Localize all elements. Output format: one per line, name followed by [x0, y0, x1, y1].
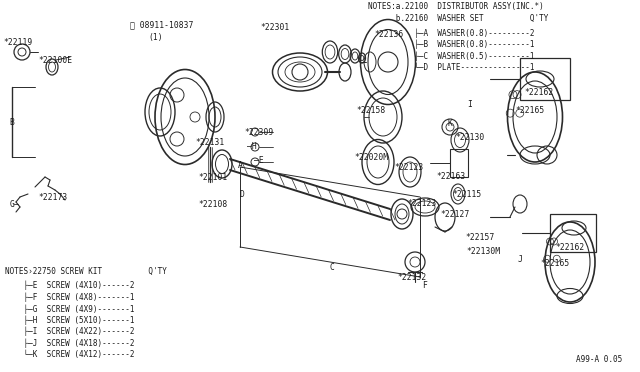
- Text: *22309: *22309: [244, 128, 273, 137]
- Text: *22165: *22165: [515, 106, 544, 115]
- Text: Ⓝ 08911-10837: Ⓝ 08911-10837: [130, 20, 193, 29]
- Text: *22020M: *22020M: [354, 153, 388, 161]
- Text: *22301: *22301: [260, 22, 289, 32]
- Text: A99-A 0.05: A99-A 0.05: [576, 355, 622, 364]
- Text: *22158: *22158: [356, 106, 385, 115]
- Text: *22163: *22163: [436, 171, 465, 180]
- Text: └─D  PLATE---------------1: └─D PLATE---------------1: [368, 62, 534, 71]
- Text: F: F: [422, 280, 427, 289]
- Text: *22100E: *22100E: [38, 55, 72, 64]
- Text: J: J: [518, 256, 523, 264]
- Text: *22132: *22132: [397, 273, 426, 282]
- Text: NOTES›22750 SCREW KIT          Q'TY: NOTES›22750 SCREW KIT Q'TY: [5, 267, 167, 276]
- Text: *22127: *22127: [440, 209, 469, 218]
- Text: ├─H  SCREW (5X10)------1: ├─H SCREW (5X10)------1: [5, 315, 134, 325]
- Text: └─K  SCREW (4X12)------2: └─K SCREW (4X12)------2: [5, 350, 134, 359]
- Text: K: K: [448, 119, 453, 128]
- Text: *22119: *22119: [3, 38, 32, 46]
- Text: D: D: [240, 189, 245, 199]
- Text: B: B: [9, 118, 14, 126]
- Text: ├─G  SCREW (4X9)-------1: ├─G SCREW (4X9)-------1: [5, 304, 134, 314]
- Text: *22136: *22136: [374, 29, 403, 38]
- Text: (1): (1): [148, 32, 163, 42]
- Text: NOTES:a.22100  DISTRIBUTOR ASSY(INC.*): NOTES:a.22100 DISTRIBUTOR ASSY(INC.*): [368, 2, 544, 11]
- Text: b.22160  WASHER SET          Q'TY: b.22160 WASHER SET Q'TY: [368, 14, 548, 23]
- Bar: [550, 214, 596, 252]
- Text: *22123: *22123: [407, 199, 436, 208]
- Text: *22162: *22162: [524, 87, 553, 96]
- Text: ├─F  SCREW (4X8)-------1: ├─F SCREW (4X8)-------1: [5, 292, 134, 302]
- Text: *22157: *22157: [465, 232, 494, 241]
- Text: *22162: *22162: [555, 243, 584, 251]
- Text: *22165: *22165: [540, 260, 569, 269]
- Text: ├─A  WASHER(0.8)---------2: ├─A WASHER(0.8)---------2: [368, 28, 534, 38]
- Text: C: C: [330, 263, 335, 272]
- Text: *22108: *22108: [198, 199, 227, 208]
- Text: *22101: *22101: [198, 173, 227, 182]
- Text: *22130M: *22130M: [466, 247, 500, 257]
- Text: *22131: *22131: [195, 138, 224, 147]
- Text: *22173: *22173: [38, 192, 67, 202]
- Text: A: A: [238, 160, 243, 170]
- Bar: [450, 149, 468, 177]
- Text: ├─B  WASHER(0.8)---------1: ├─B WASHER(0.8)---------1: [368, 39, 534, 49]
- Text: G—: G—: [10, 199, 20, 208]
- Text: ├─E  SCREW (4X10)------2: ├─E SCREW (4X10)------2: [5, 281, 134, 291]
- Text: *22115: *22115: [452, 189, 481, 199]
- Bar: [520, 58, 570, 100]
- Text: ├─J  SCREW (4X18)------2: ├─J SCREW (4X18)------2: [5, 339, 134, 348]
- Text: —E: —E: [254, 155, 264, 164]
- Text: *22123: *22123: [394, 163, 423, 171]
- Text: ├─I  SCREW (4X22)------2: ├─I SCREW (4X22)------2: [5, 327, 134, 337]
- Text: —H: —H: [247, 141, 257, 151]
- Text: ├─C  WASHER(0.5)---------1: ├─C WASHER(0.5)---------1: [368, 51, 534, 61]
- Text: I: I: [467, 99, 472, 109]
- Text: *22130: *22130: [455, 132, 484, 141]
